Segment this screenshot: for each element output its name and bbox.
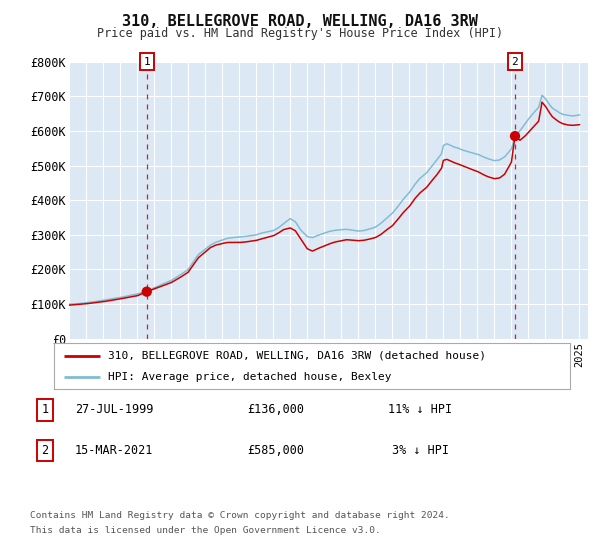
Text: 2: 2 <box>512 57 518 67</box>
Text: Price paid vs. HM Land Registry's House Price Index (HPI): Price paid vs. HM Land Registry's House … <box>97 27 503 40</box>
Text: 1: 1 <box>143 57 150 67</box>
Text: 1: 1 <box>41 403 49 417</box>
Text: HPI: Average price, detached house, Bexley: HPI: Average price, detached house, Bexl… <box>108 372 392 382</box>
Text: 27-JUL-1999: 27-JUL-1999 <box>75 403 153 417</box>
Point <box>510 132 520 141</box>
Point <box>142 287 152 296</box>
Text: Contains HM Land Registry data © Crown copyright and database right 2024.: Contains HM Land Registry data © Crown c… <box>30 511 450 520</box>
Text: This data is licensed under the Open Government Licence v3.0.: This data is licensed under the Open Gov… <box>30 526 381 535</box>
Text: 310, BELLEGROVE ROAD, WELLING, DA16 3RW (detached house): 310, BELLEGROVE ROAD, WELLING, DA16 3RW … <box>108 351 486 361</box>
Text: 11% ↓ HPI: 11% ↓ HPI <box>388 403 452 417</box>
Text: £585,000: £585,000 <box>248 444 305 458</box>
Text: 310, BELLEGROVE ROAD, WELLING, DA16 3RW: 310, BELLEGROVE ROAD, WELLING, DA16 3RW <box>122 14 478 29</box>
Text: 3% ↓ HPI: 3% ↓ HPI <box>392 444 449 458</box>
Text: £136,000: £136,000 <box>248 403 305 417</box>
Text: 15-MAR-2021: 15-MAR-2021 <box>75 444 153 458</box>
Text: 2: 2 <box>41 444 49 458</box>
